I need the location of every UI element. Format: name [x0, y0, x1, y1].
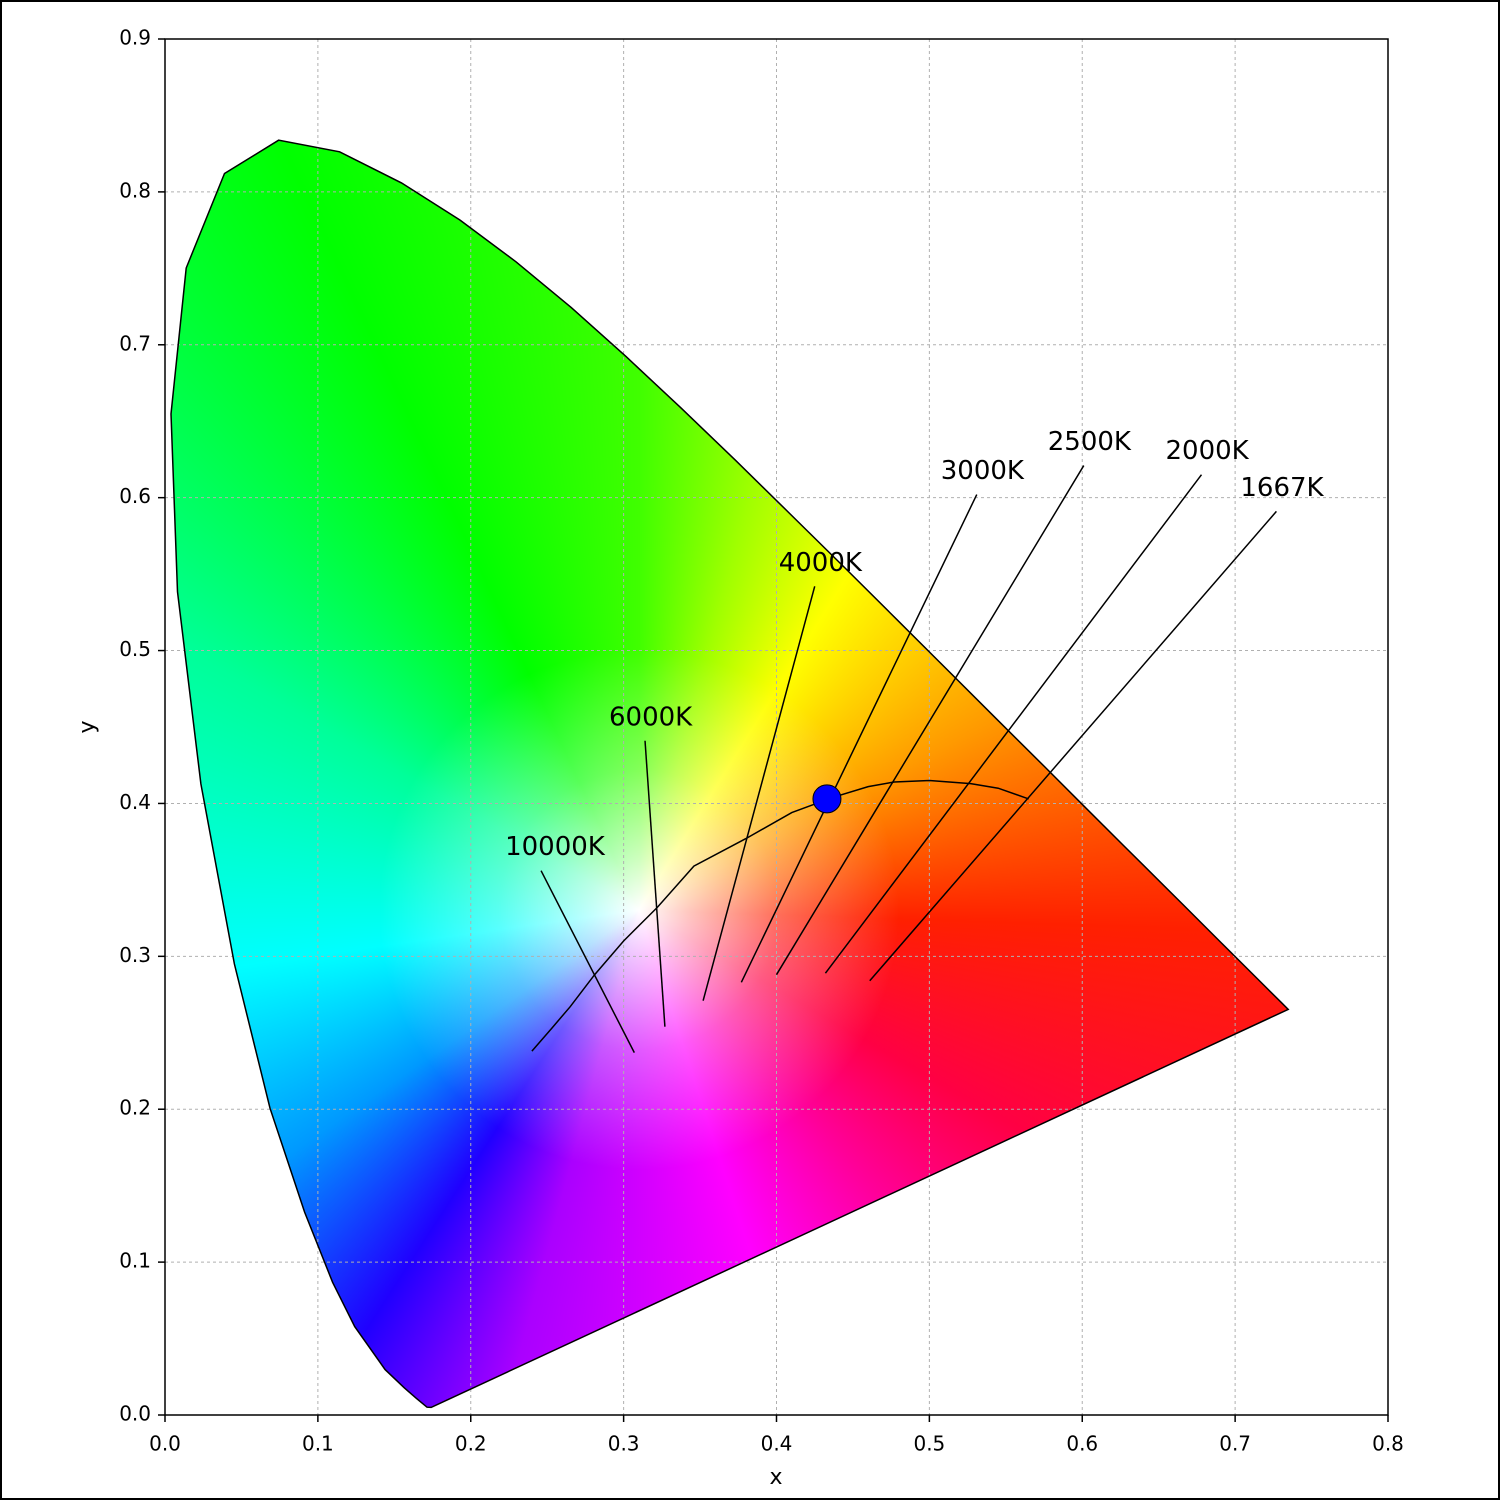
- y-tick-label: 0.5: [119, 637, 151, 661]
- isotherm: [644, 740, 666, 1027]
- isotherm: [540, 870, 635, 1053]
- x-tick-label: 0.4: [761, 1432, 793, 1456]
- y-tick-label: 0.6: [119, 484, 151, 508]
- y-tick-label: 0.2: [119, 1096, 151, 1120]
- planckian-locus: [531, 779, 1029, 1052]
- y-axis-label: y: [75, 720, 100, 733]
- x-tick-label: 0.3: [608, 1432, 640, 1456]
- isotherm: [869, 510, 1277, 982]
- x-tick-label: 0.1: [302, 1432, 334, 1456]
- isotherm-label: 2500K: [1048, 427, 1132, 457]
- x-tick-label: 0.0: [149, 1432, 181, 1456]
- isotherm: [740, 494, 978, 983]
- x-tick-label: 0.5: [913, 1432, 945, 1456]
- isotherm-label: 10000K: [505, 832, 606, 862]
- isotherm: [702, 586, 816, 1001]
- isotherm: [824, 474, 1203, 974]
- y-tick-label: 0.8: [119, 178, 151, 202]
- isotherm-label: 1667K: [1240, 473, 1324, 503]
- x-tick-label: 0.2: [455, 1432, 487, 1456]
- x-axis-label: x: [769, 1465, 782, 1490]
- y-tick-label: 0.1: [119, 1249, 151, 1273]
- isotherm-label: 4000K: [779, 548, 863, 578]
- isotherm-label: 6000K: [609, 702, 693, 732]
- isotherm-label: 3000K: [941, 456, 1025, 486]
- isotherm-label: 2000K: [1165, 436, 1249, 466]
- point: [812, 784, 842, 814]
- x-tick-label: 0.6: [1066, 1432, 1098, 1456]
- y-tick-label: 0.0: [119, 1402, 151, 1426]
- y-tick-label: 0.4: [119, 790, 151, 814]
- x-tick-label: 0.7: [1219, 1432, 1251, 1456]
- y-tick-label: 0.3: [119, 943, 151, 967]
- y-tick-label: 0.7: [119, 331, 151, 355]
- spectral-locus: [170, 139, 1290, 1409]
- isotherm: [775, 465, 1085, 976]
- x-tick-label: 0.8: [1372, 1432, 1404, 1456]
- y-tick-label: 0.9: [119, 26, 151, 50]
